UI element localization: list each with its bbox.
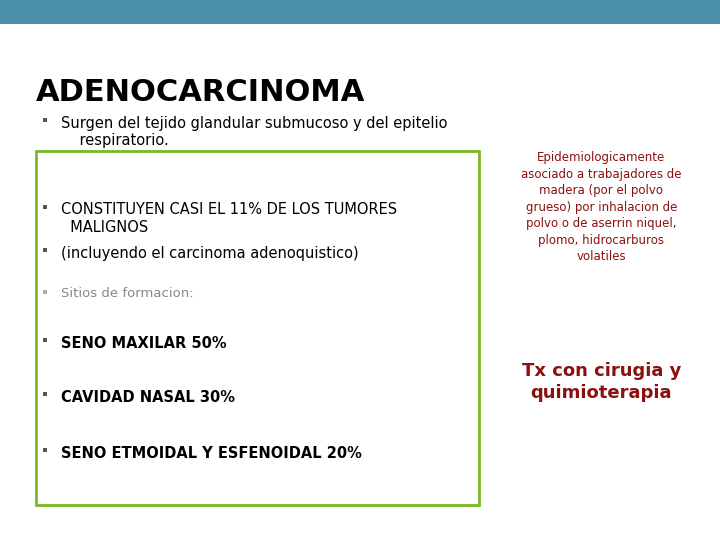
Text: ADENOCARCINOMA: ADENOCARCINOMA xyxy=(36,78,365,107)
Text: CAVIDAD NASAL 30%: CAVIDAD NASAL 30% xyxy=(61,390,235,405)
Text: (incluyendo el carcinoma adenoquistico): (incluyendo el carcinoma adenoquistico) xyxy=(61,246,359,261)
Text: SENO MAXILAR 50%: SENO MAXILAR 50% xyxy=(61,336,227,351)
Text: SENO ETMOIDAL Y ESFENOIDAL 20%: SENO ETMOIDAL Y ESFENOIDAL 20% xyxy=(61,446,362,461)
Text: Epidemiologicamente
asociado a trabajadores de
madera (por el polvo
grueso) por : Epidemiologicamente asociado a trabajado… xyxy=(521,151,681,263)
Text: Tx con cirugia y
quimioterapia: Tx con cirugia y quimioterapia xyxy=(521,362,681,402)
Text: Sitios de formacion:: Sitios de formacion: xyxy=(61,287,194,300)
Text: Surgen del tejido glandular submucoso y del epitelio
    respiratorio.: Surgen del tejido glandular submucoso y … xyxy=(61,116,448,148)
FancyBboxPatch shape xyxy=(0,0,720,24)
Text: CONSTITUYEN CASI EL 11% DE LOS TUMORES
  MALIGNOS: CONSTITUYEN CASI EL 11% DE LOS TUMORES M… xyxy=(61,202,397,235)
